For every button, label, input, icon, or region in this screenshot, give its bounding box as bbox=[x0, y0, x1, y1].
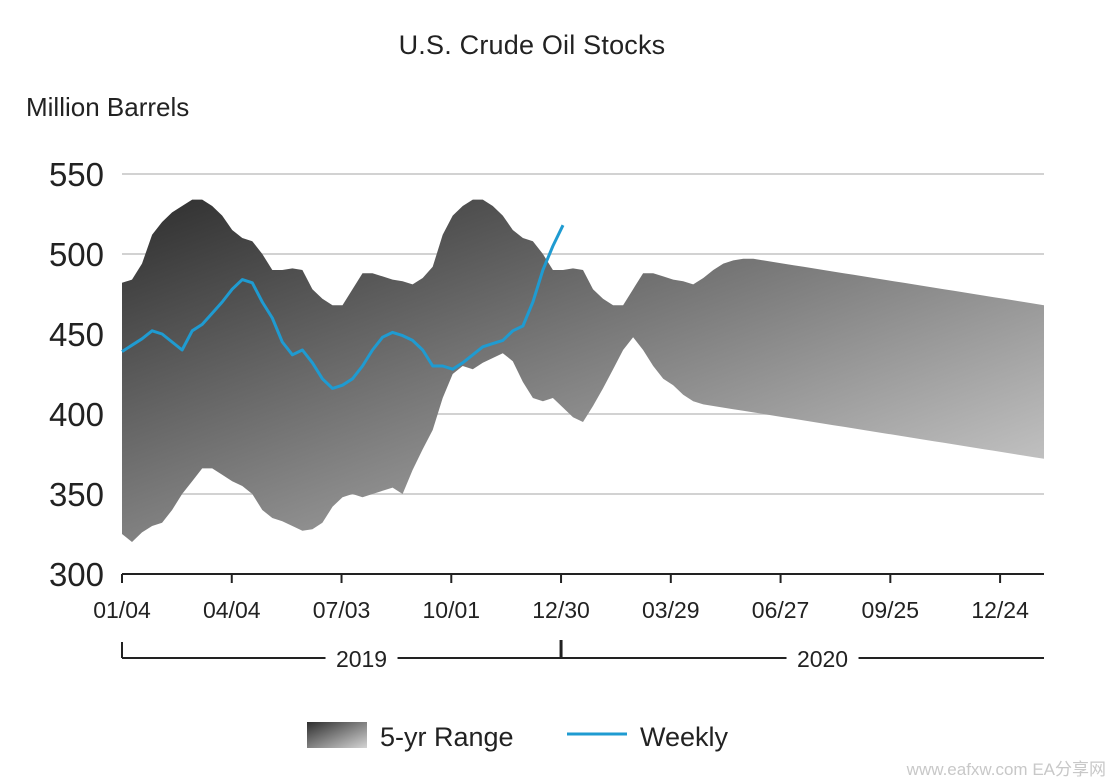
x-tick-label: 03/29 bbox=[642, 597, 700, 623]
range-band-layer bbox=[122, 199, 1044, 542]
legend-weekly-label: Weekly bbox=[640, 722, 729, 752]
series-5yr-range-band bbox=[122, 199, 1044, 542]
y-tick-label: 350 bbox=[49, 476, 104, 513]
axes: 300 350 400 450 500 550 01/04 04/04 07/03 10/01 12… bbox=[49, 156, 1044, 672]
x-tick-label: 12/30 bbox=[532, 597, 590, 623]
y-tick-label: 300 bbox=[49, 556, 104, 593]
watermark: www.eafxw.com EA分享网 bbox=[906, 760, 1106, 779]
x-tick-label: 09/25 bbox=[862, 597, 920, 623]
x-tick-label: 04/04 bbox=[203, 597, 261, 623]
x-tick-label: 10/01 bbox=[423, 597, 481, 623]
year-label-bg bbox=[325, 645, 398, 671]
y-tick-label: 400 bbox=[49, 396, 104, 433]
series-weekly-line bbox=[121, 224, 565, 390]
y-axis-label: Million Barrels bbox=[26, 92, 190, 122]
x-tick-label: 06/27 bbox=[752, 597, 810, 623]
legend-range-swatch bbox=[307, 722, 367, 748]
x-tick-label: 07/03 bbox=[313, 597, 371, 623]
legend-range-label: 5-yr Range bbox=[380, 722, 514, 752]
y-tick-label: 450 bbox=[49, 316, 104, 353]
year-label: 2020 bbox=[797, 646, 848, 672]
legend: 5-yr Range Weekly bbox=[307, 722, 729, 752]
y-tick-label: 500 bbox=[49, 236, 104, 273]
x-tick-label: 12/24 bbox=[971, 597, 1029, 623]
y-tick-label: 550 bbox=[49, 156, 104, 193]
x-tick-label: 01/04 bbox=[93, 597, 151, 623]
weekly-line-layer bbox=[121, 224, 565, 390]
year-label-bg bbox=[786, 645, 859, 671]
chart-title: U.S. Crude Oil Stocks bbox=[398, 30, 666, 60]
year-label: 2019 bbox=[336, 646, 387, 672]
